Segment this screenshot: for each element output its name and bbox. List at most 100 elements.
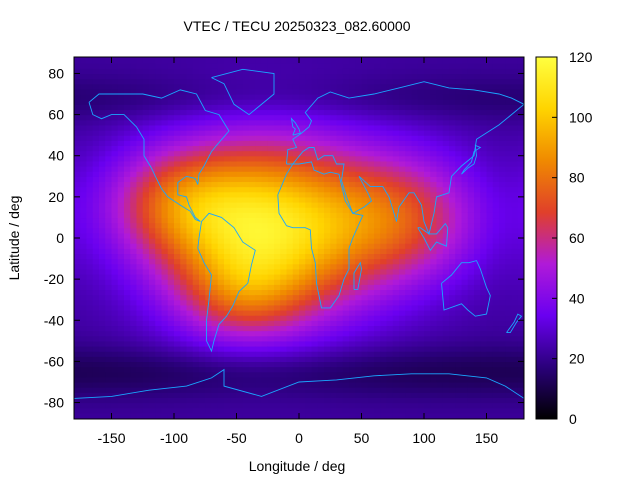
heatmap-cell: [317, 371, 325, 378]
heatmap-cell: [211, 130, 219, 136]
heatmap-cell: [74, 186, 81, 193]
heatmap-cell: [74, 309, 81, 316]
heatmap-cell: [336, 78, 344, 85]
heatmap-cell: [136, 279, 144, 285]
heatmap-cell: [199, 88, 206, 95]
heatmap-cell: [167, 135, 175, 141]
heatmap-cell: [392, 376, 400, 383]
heatmap-cell: [442, 73, 450, 80]
heatmap-cell: [317, 176, 325, 183]
heatmap-cell: [249, 181, 256, 188]
heatmap-cell: [80, 94, 88, 100]
heatmap-cell: [436, 171, 444, 177]
heatmap-cell: [386, 88, 394, 95]
heatmap-cell: [461, 104, 469, 111]
heatmap-cell: [474, 135, 481, 141]
heatmap-cell: [155, 238, 163, 244]
heatmap-cell: [367, 361, 375, 368]
heatmap-cell: [349, 320, 356, 327]
heatmap-cell: [111, 99, 119, 105]
heatmap-cell: [455, 207, 463, 213]
heatmap-cell: [205, 397, 213, 404]
heatmap-cell: [367, 345, 375, 352]
heatmap-cell: [211, 392, 219, 398]
heatmap-cell: [217, 212, 225, 219]
heatmap-cell: [230, 315, 238, 321]
heatmap-cell: [311, 397, 319, 404]
heatmap-cell: [311, 268, 319, 275]
heatmap-cell: [299, 135, 306, 141]
heatmap-cell: [174, 124, 181, 131]
heatmap-cell: [261, 222, 269, 229]
heatmap-cell: [105, 181, 113, 188]
heatmap-cell: [174, 263, 181, 270]
heatmap-cell: [242, 412, 250, 419]
heatmap-cell: [174, 119, 181, 126]
heatmap-cell: [480, 186, 488, 193]
heatmap-cell: [192, 68, 200, 75]
heatmap-cell: [199, 78, 206, 85]
heatmap-cell: [411, 57, 419, 59]
heatmap-cell: [161, 279, 169, 285]
heatmap-cell: [236, 63, 244, 69]
heatmap-cell: [342, 325, 350, 332]
heatmap-cell: [299, 68, 306, 75]
heatmap-cell: [305, 104, 313, 111]
heatmap-cell: [305, 289, 313, 296]
heatmap-cell: [449, 309, 456, 316]
heatmap-cell: [405, 402, 413, 409]
heatmap-cell: [111, 166, 119, 172]
heatmap-cell: [286, 57, 294, 59]
heatmap-cell: [436, 340, 444, 347]
heatmap-cell: [211, 273, 219, 280]
heatmap-cell: [280, 124, 288, 131]
heatmap-cell: [74, 83, 81, 90]
heatmap-cell: [92, 387, 100, 393]
heatmap-cell: [311, 371, 319, 378]
heatmap-cell: [142, 392, 150, 398]
heatmap-cell: [217, 83, 225, 90]
heatmap-cell: [486, 268, 494, 275]
heatmap-cell: [80, 371, 88, 378]
heatmap-cell: [280, 57, 288, 59]
heatmap-cell: [305, 330, 313, 337]
heatmap-cell: [192, 294, 200, 301]
heatmap-cell: [186, 207, 194, 213]
heatmap-cell: [461, 57, 469, 59]
heatmap-cell: [492, 238, 500, 244]
heatmap-cell: [292, 58, 300, 64]
heatmap-cell: [149, 202, 156, 208]
heatmap-cell: [92, 289, 100, 296]
heatmap-cell: [199, 392, 206, 398]
heatmap-cell: [217, 381, 225, 388]
heatmap-cell: [330, 202, 338, 208]
heatmap-cell: [336, 309, 344, 316]
heatmap-cell: [399, 294, 406, 301]
heatmap-cell: [424, 58, 431, 64]
heatmap-cell: [392, 392, 400, 398]
heatmap-cell: [305, 279, 313, 285]
heatmap-cell: [111, 371, 119, 378]
heatmap-cell: [355, 181, 363, 188]
heatmap-cell: [155, 371, 163, 378]
heatmap-cell: [255, 361, 263, 368]
heatmap-cell: [392, 196, 400, 203]
heatmap-cell: [124, 263, 131, 270]
heatmap-cell: [142, 371, 150, 378]
heatmap-cell: [355, 83, 363, 90]
heatmap-cell: [324, 63, 331, 69]
heatmap-cell: [261, 402, 269, 409]
heatmap-cell: [99, 258, 106, 265]
heatmap-cell: [349, 109, 356, 116]
heatmap-cell: [117, 387, 125, 393]
heatmap-cell: [386, 376, 394, 383]
heatmap-cell: [467, 212, 475, 219]
heatmap-cell: [474, 325, 481, 332]
heatmap-cell: [130, 309, 138, 316]
heatmap-cell: [492, 83, 500, 90]
heatmap-cell: [217, 124, 225, 131]
heatmap-cell: [386, 340, 394, 347]
heatmap-cell: [355, 258, 363, 265]
heatmap-cell: [499, 232, 506, 239]
heatmap-cell: [461, 119, 469, 126]
